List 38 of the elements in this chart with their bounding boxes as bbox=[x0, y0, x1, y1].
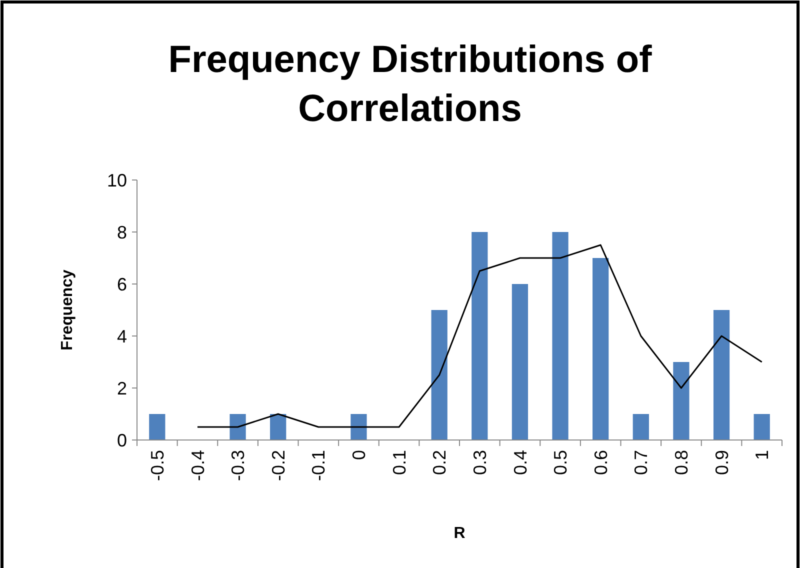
bar bbox=[673, 362, 690, 440]
y-axis-title: Frequency bbox=[59, 269, 76, 350]
bar bbox=[350, 414, 367, 440]
x-tick-label: 0.4 bbox=[510, 450, 530, 476]
x-axis-title: R bbox=[454, 525, 466, 542]
bar bbox=[431, 310, 448, 440]
bar bbox=[472, 232, 488, 440]
bar bbox=[713, 310, 730, 440]
x-tick-label: -0.4 bbox=[188, 450, 208, 482]
x-tick-label: 0.2 bbox=[430, 450, 450, 476]
x-tick-label: 0.3 bbox=[470, 450, 490, 476]
y-tick-label: 10 bbox=[106, 170, 127, 190]
bar bbox=[754, 414, 770, 440]
y-tick-label: 8 bbox=[116, 222, 127, 242]
x-tick-label: -0.3 bbox=[228, 450, 248, 482]
bar bbox=[512, 284, 528, 440]
x-tick-label: -0.1 bbox=[308, 450, 329, 482]
x-tick-label: 1 bbox=[752, 450, 772, 460]
x-tick-label: 0.9 bbox=[712, 450, 732, 476]
x-tick-label: 0.5 bbox=[550, 450, 571, 476]
x-tick-label: 0.8 bbox=[672, 450, 692, 476]
x-tick-label: 0.1 bbox=[389, 450, 410, 476]
bar bbox=[270, 414, 286, 440]
line-series bbox=[196, 244, 763, 428]
x-tick-label: -0.2 bbox=[268, 450, 288, 482]
x-tick-label: 0 bbox=[349, 450, 370, 460]
bar bbox=[592, 258, 609, 440]
bar bbox=[552, 232, 568, 440]
y-tick-label: 2 bbox=[116, 378, 127, 398]
bar bbox=[230, 414, 246, 440]
chart-title: Frequency Distributions of Correlations bbox=[168, 39, 652, 130]
x-tick-label: 0.6 bbox=[590, 450, 611, 476]
y-tick-label: 4 bbox=[116, 326, 127, 346]
x-tick-label: -0.5 bbox=[147, 450, 168, 482]
bar bbox=[632, 414, 649, 440]
x-tick-label: 0.7 bbox=[631, 450, 652, 476]
bar bbox=[149, 414, 166, 440]
y-tick-label: 6 bbox=[116, 274, 127, 294]
